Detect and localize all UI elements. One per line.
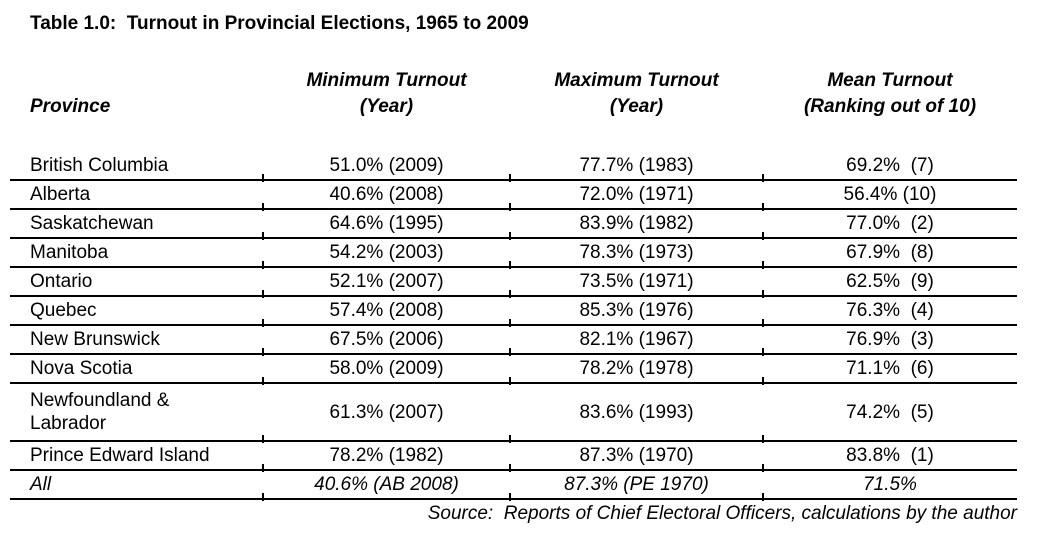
cell-province: British Columbia (30, 155, 169, 176)
cell-max-turnout: 87.3% (1970) (579, 445, 694, 466)
cell-max-turnout: 73.5% (1971) (579, 271, 694, 292)
cell-mean-turnout: 56.4% (10) (843, 184, 937, 205)
column-header-minimum-turnout: Minimum Turnout (Year) (306, 70, 467, 117)
cell-province: Prince Edward Island (30, 445, 210, 466)
cell-mean-turnout: 62.5% (9) (846, 271, 934, 292)
cell-province: Manitoba (30, 242, 109, 263)
cell-max-turnout: 83.9% (1982) (579, 213, 694, 234)
cell-mean-turnout: 69.2% (7) (846, 155, 934, 176)
cell-province: Ontario (30, 271, 93, 292)
table-row-saskatchewan: Saskatchewan 64.6% (1995) 83.9% (1982) 7… (10, 210, 1017, 240)
cell-province: Quebec (30, 300, 97, 321)
cell-min-turnout: 61.3% (2007) (329, 401, 444, 423)
cell-province: Nova Scotia (30, 358, 133, 379)
cell-province: Saskatchewan (30, 213, 154, 234)
cell-province: Newfoundland & Labrador (30, 390, 170, 434)
table-row-prince-edward-island: Prince Edward Island 78.2% (1982) 87.3% … (10, 442, 1017, 472)
cell-mean-turnout: 71.5% (863, 474, 917, 495)
cell-max-turnout: 78.3% (1973) (579, 242, 694, 263)
cell-max-turnout: 72.0% (1971) (579, 184, 694, 205)
column-header-maximum-turnout: Maximum Turnout (Year) (554, 70, 719, 117)
cell-min-turnout: 40.6% (AB 2008) (314, 474, 459, 495)
cell-province: Alberta (30, 184, 91, 205)
table-row-newfoundland-labrador: Newfoundland & Labrador 61.3% (2007) 83.… (10, 384, 1017, 443)
cell-mean-turnout: 76.3% (4) (846, 300, 934, 321)
cell-province: New Brunswick (30, 329, 160, 350)
table-row-new-brunswick: New Brunswick 67.5% (2006) 82.1% (1967) … (10, 326, 1017, 356)
cell-mean-turnout: 83.8% (1) (846, 445, 934, 466)
turnout-table: Province Minimum Turnout (Year) Maximum … (10, 68, 1017, 525)
table-row-alberta: Alberta 40.6% (2008) 72.0% (1971) 56.4% … (10, 181, 1017, 211)
table-row-manitoba: Manitoba 54.2% (2003) 78.3% (1973) 67.9%… (10, 239, 1017, 269)
cell-max-turnout: 78.2% (1978) (579, 358, 694, 379)
cell-max-turnout: 82.1% (1967) (579, 329, 694, 350)
cell-min-turnout: 51.0% (2009) (329, 155, 444, 176)
table-row-nova-scotia: Nova Scotia 58.0% (2009) 78.2% (1978) 71… (10, 355, 1017, 385)
cell-min-turnout: 57.4% (2008) (329, 300, 444, 321)
cell-mean-turnout: 76.9% (3) (846, 329, 934, 350)
cell-max-turnout: 83.6% (1993) (579, 401, 694, 423)
cell-min-turnout: 78.2% (1982) (329, 445, 444, 466)
cell-max-turnout: 85.3% (1976) (579, 300, 694, 321)
cell-province: All (30, 474, 52, 495)
source-note: Source: Reports of Chief Electoral Offic… (427, 503, 1017, 524)
cell-min-turnout: 52.1% (2007) (329, 271, 444, 292)
cell-max-turnout: 87.3% (PE 1970) (564, 474, 709, 495)
cell-min-turnout: 67.5% (2006) (329, 329, 444, 350)
cell-mean-turnout: 77.0% (2) (846, 213, 934, 234)
cell-min-turnout: 64.6% (1995) (329, 213, 444, 234)
cell-mean-turnout: 71.1% (6) (846, 358, 934, 379)
cell-max-turnout: 77.7% (1983) (579, 155, 694, 176)
table-row-all: All 40.6% (AB 2008) 87.3% (PE 1970) 71.5… (10, 471, 1017, 501)
cell-min-turnout: 58.0% (2009) (329, 358, 444, 379)
table-row-british-columbia: British Columbia 51.0% (2009) 77.7% (198… (10, 152, 1017, 182)
cell-min-turnout: 40.6% (2008) (329, 184, 444, 205)
table-header-row: Province Minimum Turnout (Year) Maximum … (10, 68, 1017, 152)
table-caption: Table 1.0: Turnout in Provincial Electio… (30, 13, 529, 34)
table-row-ontario: Ontario 52.1% (2007) 73.5% (1971) 62.5% … (10, 268, 1017, 298)
cell-mean-turnout: 74.2% (5) (846, 401, 934, 423)
column-header-province: Province (30, 96, 111, 117)
column-header-mean-turnout: Mean Turnout (Ranking out of 10) (803, 70, 977, 117)
cell-min-turnout: 54.2% (2003) (329, 242, 444, 263)
table-row-quebec: Quebec 57.4% (2008) 85.3% (1976) 76.3% (… (10, 297, 1017, 327)
cell-mean-turnout: 67.9% (8) (846, 242, 934, 263)
